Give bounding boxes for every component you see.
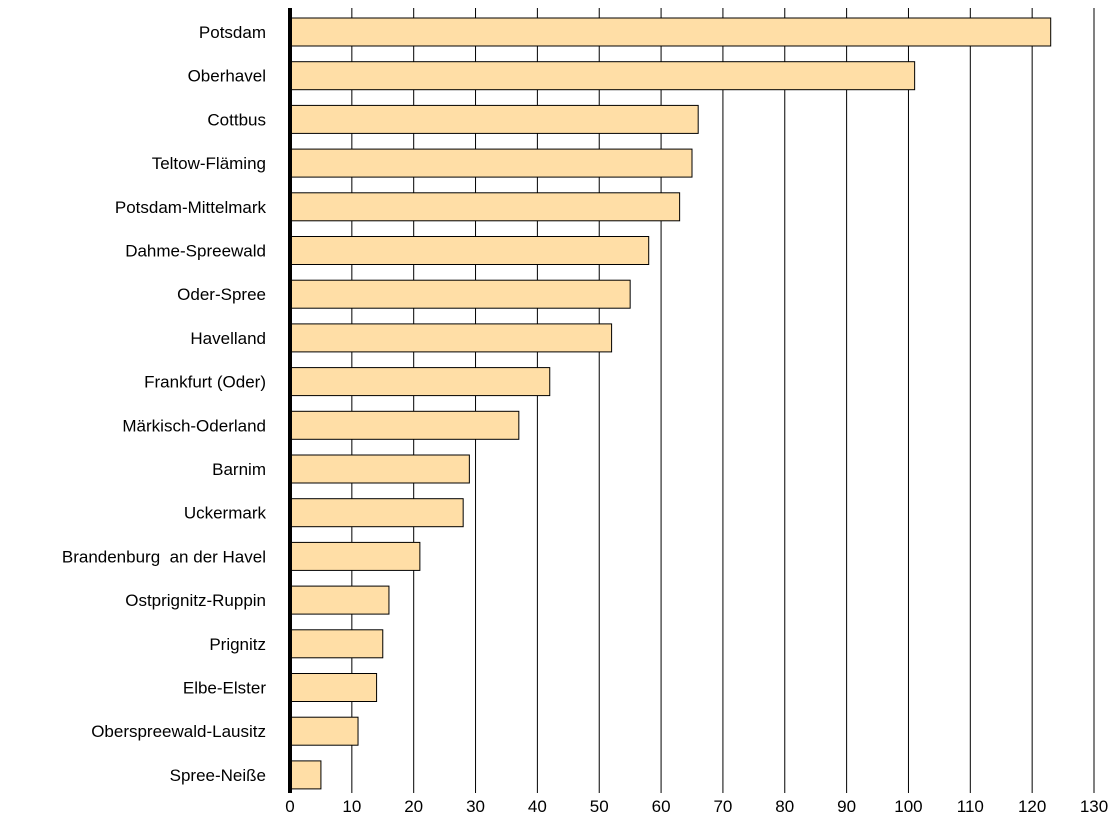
bar [289, 104, 699, 134]
category-label: Teltow-Fläming [152, 154, 266, 173]
bars [289, 17, 1052, 790]
x-tick-label: 80 [775, 797, 794, 816]
category-label: Märkisch-Oderland [122, 416, 266, 435]
bar [289, 541, 421, 571]
x-tick-labels: 0 10 20 30 40 50 60 70 80 90 100 110 120 130 [285, 797, 1108, 816]
x-tick-label: 70 [713, 797, 732, 816]
x-tick-label: 130 [1080, 797, 1108, 816]
category-label: Oder-Spree [177, 285, 266, 304]
category-label: Frankfurt (Oder) [144, 373, 266, 392]
bar [289, 367, 551, 397]
category-label: Oberhavel [188, 67, 266, 86]
bar [289, 760, 322, 790]
bar [289, 17, 1052, 47]
x-tick-label: 90 [837, 797, 856, 816]
bar [289, 673, 378, 702]
x-tick-label: 10 [342, 797, 361, 816]
x-tick-label: 110 [957, 797, 984, 816]
category-label: Potsdam [199, 23, 266, 42]
bar [289, 454, 470, 484]
x-tick-label: 50 [590, 797, 609, 816]
category-label: Potsdam-Mittelmark [115, 198, 267, 217]
bar [289, 236, 650, 265]
x-tick-label: 120 [1018, 797, 1046, 816]
category-label: Cottbus [207, 110, 266, 129]
x-tick-label: 60 [652, 797, 671, 816]
category-label: Prignitz [209, 635, 266, 654]
category-label: Oberspreewald-Lausitz [91, 722, 266, 741]
category-label: Uckermark [184, 504, 267, 523]
bar [289, 498, 464, 528]
x-tick-label: 20 [404, 797, 423, 816]
x-tick-label: 40 [528, 797, 547, 816]
category-label: Ostprignitz-Ruppin [125, 591, 266, 610]
bar [289, 585, 390, 615]
bar [289, 629, 384, 659]
x-tick-label: 0 [285, 797, 294, 816]
bar [289, 148, 693, 178]
category-label: Dahme-Spreewald [125, 242, 266, 261]
x-tick-label: 30 [466, 797, 485, 816]
bar [289, 716, 359, 746]
x-tick-label: 100 [894, 797, 922, 816]
bar [289, 410, 520, 440]
bar [289, 323, 613, 353]
category-labels: Potsdam Oberhavel Cottbus Teltow-Fläming Pot… [62, 23, 267, 785]
bar [289, 279, 631, 309]
category-label: Brandenburg an der Havel [62, 547, 266, 566]
bar [289, 192, 681, 222]
bar [289, 61, 916, 91]
category-label: Elbe-Elster [183, 679, 266, 698]
category-label: Havelland [190, 329, 266, 348]
gridlines [351, 8, 1095, 793]
category-label: Spree-Neiße [170, 766, 266, 785]
category-label: Barnim [212, 460, 266, 479]
